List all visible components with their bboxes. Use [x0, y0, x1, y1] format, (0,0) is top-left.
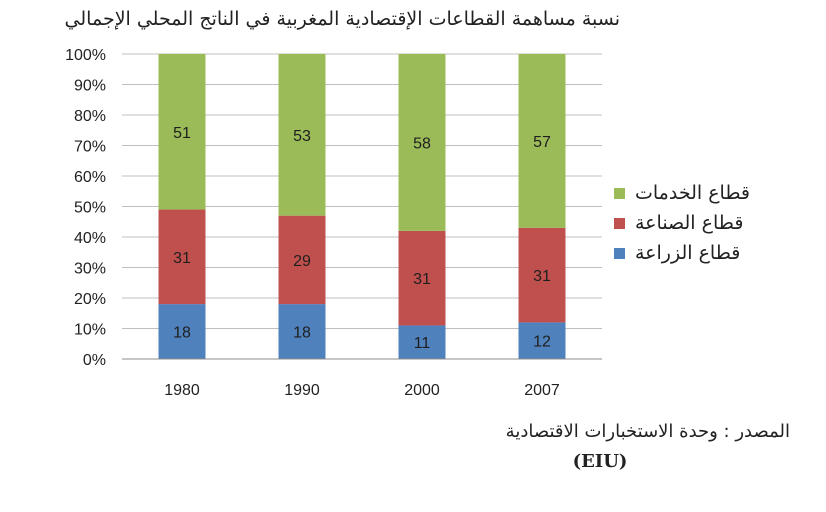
- y-tick-label: 10%: [74, 322, 106, 339]
- data-label: 31: [413, 271, 431, 288]
- data-label: 12: [533, 334, 551, 351]
- legend-swatch: [614, 187, 625, 199]
- data-label: 29: [293, 253, 311, 270]
- bar-segment: [398, 54, 446, 231]
- y-tick-label: 100%: [65, 47, 106, 64]
- source-text: المصدر : وحدة الاستخبارات الاقتصادية: [505, 421, 790, 442]
- x-tick-label: 1990: [284, 382, 320, 399]
- chart-title: نسبة مساهمة القطاعات الإقتصادية المغربية…: [64, 8, 620, 30]
- legend-label: قطاع الصناعة: [635, 212, 744, 234]
- y-tick-label: 80%: [74, 108, 106, 125]
- bar-segment: [398, 230, 446, 326]
- x-tick-label: 1980: [164, 382, 200, 399]
- y-tick-label: 0%: [83, 352, 106, 369]
- data-label: 11: [414, 335, 431, 352]
- legend-item: قطاع الصناعة: [608, 208, 798, 238]
- data-label: 58: [413, 135, 431, 152]
- bar-segment: [518, 227, 566, 323]
- bar-segment: [518, 322, 566, 359]
- y-tick-label: 50%: [74, 200, 106, 217]
- bar-segment: [518, 54, 566, 228]
- y-tick-label: 70%: [74, 139, 106, 156]
- data-label: 57: [533, 134, 551, 151]
- x-axis-tick-labels: 1980 1990 2000 2007: [164, 382, 560, 399]
- legend-item: قطاع الزراعة: [608, 238, 798, 268]
- bar-segment: [278, 54, 326, 216]
- y-tick-label: 40%: [74, 230, 106, 247]
- y-tick-label: 60%: [74, 169, 106, 186]
- data-label: 53: [293, 128, 311, 145]
- y-tick-label: 20%: [74, 291, 106, 308]
- legend-label: قطاع الزراعة: [635, 242, 741, 264]
- bar-segment: [278, 304, 326, 359]
- legend: قطاع الخدمات قطاع الصناعة قطاع الزراعة: [608, 178, 798, 268]
- data-labels: 18 31 51 18 29 53 11 31 58 12 31 57: [173, 125, 551, 352]
- bars: [158, 54, 566, 359]
- y-tick-label: 90%: [74, 78, 106, 95]
- legend-item: قطاع الخدمات: [608, 178, 798, 208]
- bar-segment: [158, 54, 206, 210]
- bar-segment: [158, 304, 206, 359]
- legend-label: قطاع الخدمات: [635, 182, 750, 204]
- data-label: 18: [293, 325, 311, 342]
- y-axis-tick-labels: 0% 10% 20% 30% 40% 50% 60% 70% 80% 90% 100%: [65, 47, 106, 369]
- legend-swatch: [614, 247, 625, 259]
- bar-segment: [398, 325, 446, 359]
- x-tick-label: 2000: [404, 382, 440, 399]
- data-label: 51: [173, 125, 191, 142]
- y-tick-label: 30%: [74, 261, 106, 278]
- bar-segment: [278, 215, 326, 305]
- data-label: 31: [533, 268, 551, 285]
- bar-segment: [158, 209, 206, 305]
- data-label: 18: [173, 325, 191, 342]
- data-label: 31: [173, 250, 191, 267]
- x-tick-label: 2007: [524, 382, 560, 399]
- source-abbreviation: (EIU): [572, 451, 628, 472]
- legend-swatch: [614, 217, 625, 229]
